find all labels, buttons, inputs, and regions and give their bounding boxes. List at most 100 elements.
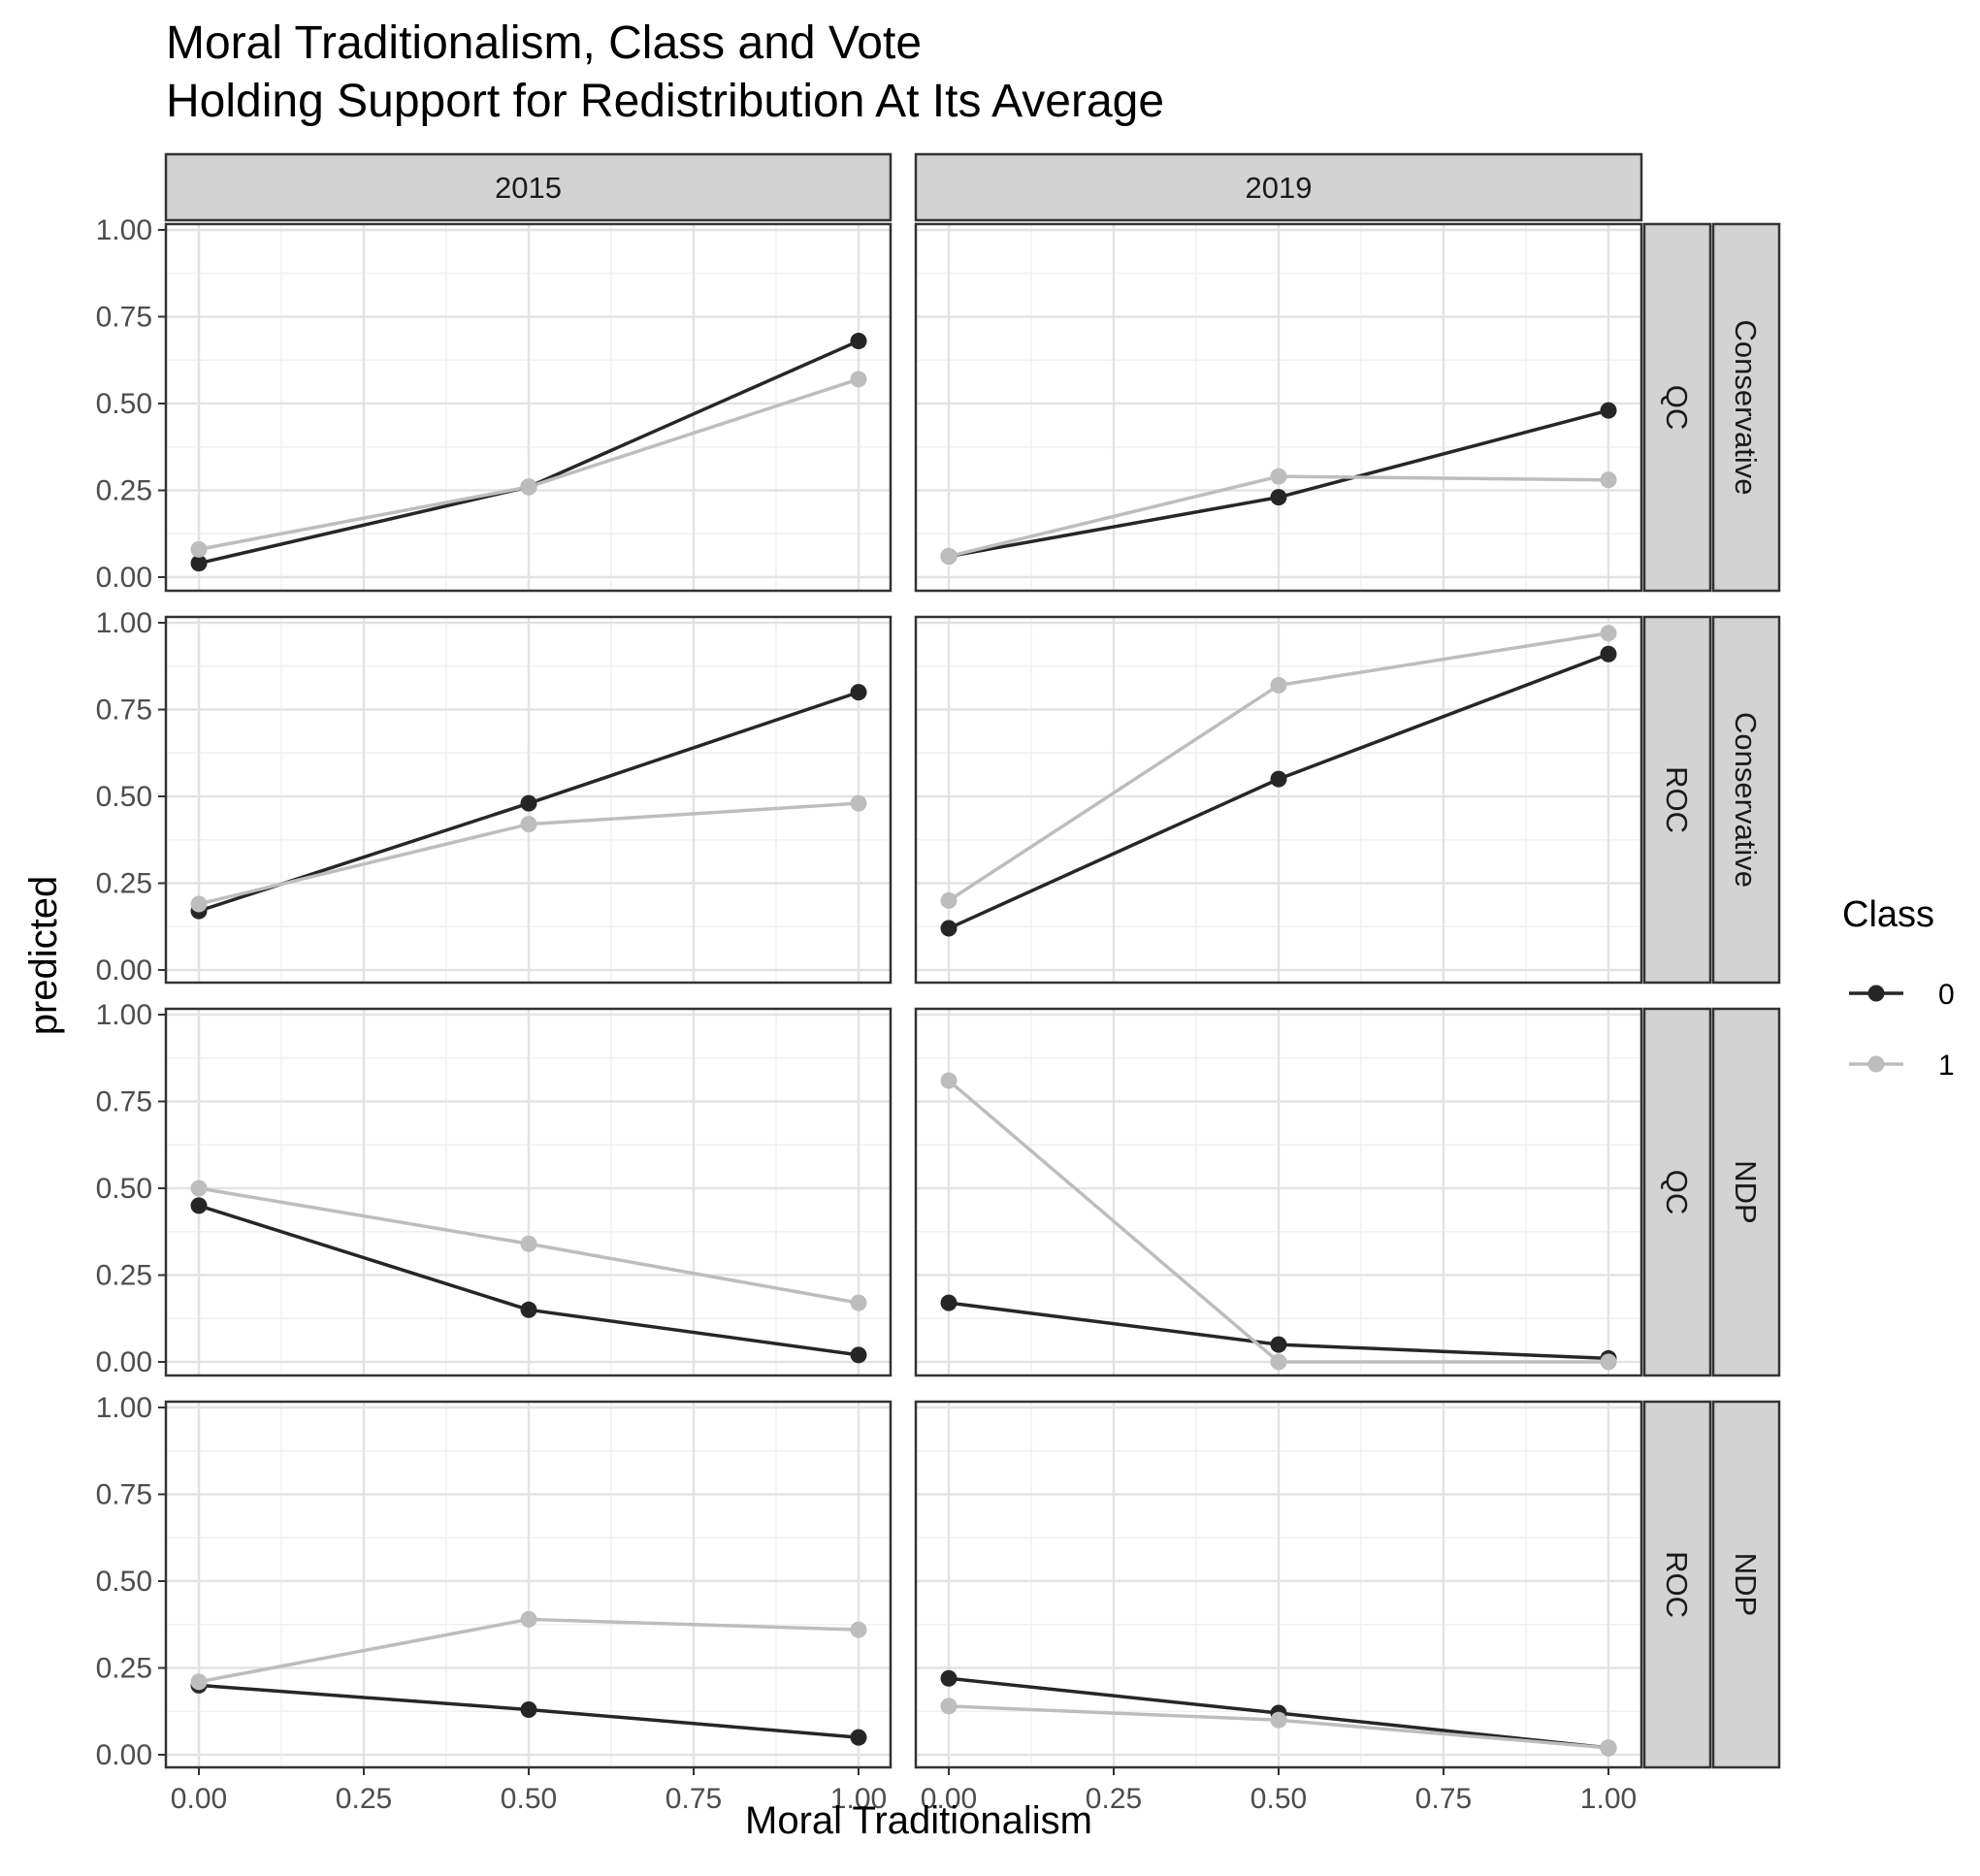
data-point-class-1 [190,540,208,558]
row-strip-party [1711,615,1781,985]
legend-label: 1 [1938,1050,1955,1082]
legend-key-point [1867,1055,1885,1073]
data-point-class-1 [520,1235,537,1252]
data-point-class-0 [190,1197,208,1214]
y-tick-label: 0.75 [96,695,152,727]
x-tick-label: 0.25 [1086,1783,1142,1815]
data-point-class-1 [190,895,208,913]
y-tick-label: 0.50 [96,781,152,813]
y-tick-label: 0.25 [96,1653,152,1685]
y-tick-label: 0.75 [96,302,152,334]
data-point-class-1 [1270,1711,1287,1729]
data-point-class-0 [1270,770,1287,788]
y-axis-title: predicted [22,876,65,1036]
row-strip-party-label: NDP [1729,1160,1763,1223]
data-point-class-0 [850,1729,867,1746]
data-point-class-1 [940,548,958,566]
legend: Class 0 1 [1842,894,1955,1082]
y-tick-label: 0.00 [96,562,152,594]
y-tick-label: 0.75 [96,1479,152,1511]
y-tick-label: 0.50 [96,1173,152,1205]
data-point-class-1 [190,1180,208,1197]
row-strip-region-label: ROC [1660,766,1694,833]
data-point-class-0 [940,1294,958,1311]
data-point-class-1 [940,1698,958,1715]
data-point-class-1 [190,1673,208,1691]
x-tick-label: 0.50 [501,1783,557,1815]
row-strip-party [1711,222,1781,593]
column-strip [914,152,1643,222]
x-tick-label: 1.00 [830,1783,887,1815]
data-point-class-0 [850,1346,867,1364]
x-axis-title: Moral Traditionalism [745,1799,1092,1842]
data-point-class-1 [520,478,537,496]
legend-title: Class [1842,894,1934,935]
legend-label: 0 [1938,979,1955,1011]
data-point-class-0 [1270,489,1287,506]
row-strip-region-label: QC [1660,1170,1694,1215]
y-tick-label: 1.00 [96,214,152,246]
y-tick-label: 0.00 [96,954,152,987]
legend-key-point [1867,985,1885,1002]
y-tick-label: 1.00 [96,999,152,1031]
data-point-class-1 [940,891,958,909]
row-strip-party-label: Conservative [1729,320,1763,496]
data-point-class-0 [1270,1336,1287,1353]
panel-border [914,615,1643,985]
row-strip-region-label: QC [1660,385,1694,431]
x-tick-label: 0.00 [171,1783,227,1815]
chart-title: Moral Traditionalism, Class and Vote [166,17,922,69]
data-point-class-0 [940,1669,958,1687]
panel-border [914,222,1643,593]
y-tick-label: 1.00 [96,607,152,639]
data-point-class-0 [520,1700,537,1718]
data-point-class-1 [1600,1353,1617,1371]
y-tick-label: 0.75 [96,1086,152,1118]
y-tick-label: 0.25 [96,868,152,900]
row-strip-party [1711,1007,1781,1377]
data-point-class-0 [850,333,867,350]
column-strip-label: 2015 [495,171,562,205]
data-point-class-1 [1270,676,1287,694]
x-tick-label: 0.75 [665,1783,722,1815]
row-strip-region [1642,222,1712,593]
row-strip-party [1711,1400,1781,1769]
data-point-class-1 [850,794,867,812]
y-tick-label: 1.00 [96,1392,152,1424]
panel-border [164,1007,893,1377]
data-point-class-0 [520,794,537,812]
data-point-class-1 [1270,468,1287,485]
data-point-class-0 [520,1301,537,1318]
y-tick-label: 0.00 [96,1739,152,1771]
x-tick-label: 0.75 [1415,1783,1472,1815]
data-point-class-1 [1600,1739,1617,1757]
data-point-class-1 [1600,471,1617,489]
x-tick-label: 0.50 [1250,1783,1307,1815]
data-point-class-0 [1600,402,1617,419]
row-strip-region-label: ROC [1660,1551,1694,1618]
row-strip-party-label: Conservative [1729,712,1763,888]
row-strip-region [1642,615,1712,985]
panel-border [164,222,893,593]
x-tick-label: 1.00 [1580,1783,1637,1815]
x-tick-label: 0.00 [921,1783,977,1815]
data-point-class-1 [850,1294,867,1311]
chart-subtitle: Holding Support for Redistribution At It… [166,76,1164,127]
y-tick-label: 0.50 [96,1566,152,1598]
column-strip [164,152,893,222]
data-point-class-1 [850,1621,867,1638]
column-strip-label: 2019 [1246,171,1313,205]
data-point-class-0 [1600,645,1617,663]
row-strip-party-label: NDP [1729,1553,1763,1616]
x-tick-label: 0.25 [336,1783,392,1815]
y-tick-label: 0.00 [96,1346,152,1378]
panels-layer: 2015 2019 QC Conservative ROC Conservative QC N… [96,152,1781,1815]
data-point-class-1 [520,1610,537,1628]
data-point-class-0 [940,920,958,937]
data-point-class-1 [850,371,867,388]
data-point-class-1 [940,1072,958,1089]
panel-border [914,1007,1643,1377]
y-tick-label: 0.25 [96,1260,152,1292]
